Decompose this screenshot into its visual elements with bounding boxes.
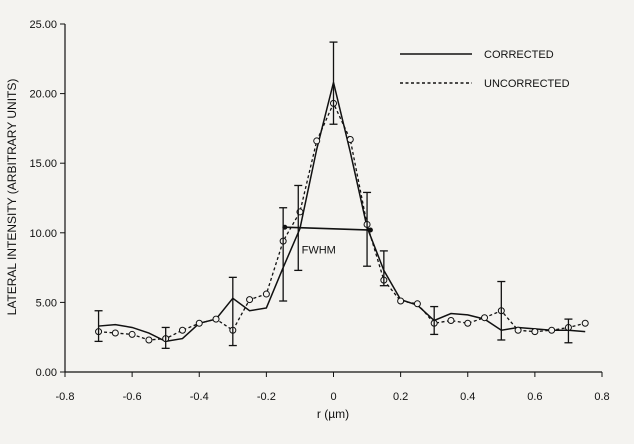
error-bar	[94, 310, 103, 343]
legend-label-corrected: CORRECTED	[484, 49, 554, 61]
error-bar	[228, 276, 237, 347]
y-tick-label: 10.00	[29, 228, 57, 240]
x-tick-label: 0.8	[594, 391, 609, 403]
y-tick-label: 5.00	[36, 297, 57, 309]
legend-label-uncorrected: UNCORRECTED	[484, 78, 570, 90]
data-point-uncorrected	[111, 329, 119, 337]
x-tick-label: 0.2	[393, 391, 408, 403]
data-point-uncorrected	[262, 290, 270, 298]
data-point-uncorrected	[145, 336, 153, 344]
error-bars	[94, 41, 573, 349]
data-point-uncorrected	[313, 137, 321, 145]
data-point-uncorrected	[514, 326, 522, 334]
error-bar	[379, 250, 388, 287]
y-tick-label: 20.00	[29, 89, 57, 101]
series-line-uncorrected	[98, 101, 586, 341]
data-point-uncorrected	[397, 297, 405, 305]
data-point-uncorrected	[481, 314, 489, 322]
data-point-uncorrected	[464, 319, 472, 327]
x-axis-title: r (µm)	[317, 407, 349, 421]
data-point-uncorrected	[548, 326, 556, 334]
x-tick-label: 0.6	[527, 391, 542, 403]
data-point-uncorrected	[195, 319, 203, 327]
error-bar	[279, 207, 288, 302]
y-tick-label: 25.00	[29, 19, 57, 31]
fwhm-marker-right	[367, 227, 373, 233]
data-point-uncorrected	[178, 326, 186, 334]
x-tick-label: -0.2	[257, 391, 276, 403]
fwhm-line	[284, 226, 371, 231]
x-tick-label: -0.6	[123, 391, 142, 403]
fwhm-label: FWHM	[302, 245, 336, 257]
error-bar	[497, 280, 506, 341]
y-tick-label: 15.00	[29, 158, 57, 170]
error-bar	[564, 318, 573, 344]
annotation-layer: FWHM	[282, 224, 373, 257]
data-point-uncorrected	[413, 300, 421, 308]
error-bar	[430, 305, 439, 336]
fwhm-marker-left	[282, 224, 288, 230]
ticks: -0.8 -0.6 -0.4 -0.2 0 0.2 0.4 0.6 0.8 0.00 5.00 10.…	[29, 19, 609, 403]
data-point-uncorrected	[246, 296, 254, 304]
y-tick-label: 0.00	[36, 367, 57, 379]
y-axis-title: LATERAL INTENSITY (ARBITRARY UNITS)	[5, 79, 19, 316]
data-point-uncorrected	[531, 328, 539, 336]
data-point-uncorrected	[346, 136, 354, 144]
error-bar	[329, 41, 338, 125]
error-bar	[161, 326, 170, 349]
data-point-uncorrected	[212, 315, 220, 323]
legend: CORRECTED UNCORRECTED	[400, 49, 570, 90]
x-tick-label: 0.4	[460, 391, 475, 403]
x-tick-label: -0.8	[56, 391, 75, 403]
series-layer	[95, 82, 589, 344]
x-tick-label: 0	[330, 391, 336, 403]
x-tick-label: -0.4	[190, 391, 209, 403]
data-point-uncorrected	[447, 316, 455, 324]
data-point-uncorrected	[581, 319, 589, 327]
series-line-corrected	[98, 82, 586, 343]
data-point-uncorrected	[128, 330, 136, 338]
